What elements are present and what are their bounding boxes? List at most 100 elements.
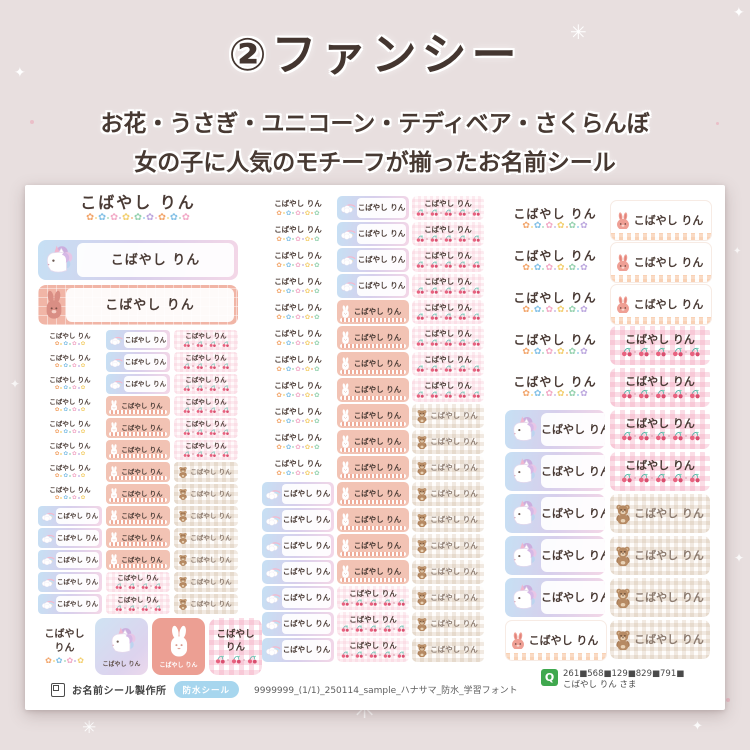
flower-icon: ✿ (86, 212, 95, 223)
dot (454, 263, 456, 266)
flower-icon: ✿ (285, 442, 292, 451)
flower-icon: ✿ (314, 468, 320, 477)
flower-icon: ✿ (181, 212, 190, 223)
dot (218, 453, 220, 456)
sticker-name-text: こばやし りん (357, 229, 406, 239)
sticker-rabbit: こばやし りん (337, 378, 409, 402)
cherry-row (621, 473, 700, 483)
dot (365, 601, 367, 604)
dot (52, 659, 55, 662)
sticker-name-text: こばやし りん (56, 555, 99, 564)
sticker-name-text: こばやし りん (121, 445, 163, 454)
cherry-icon (183, 385, 190, 392)
dot (577, 225, 580, 228)
flower-icon: ✿ (54, 450, 60, 457)
sticker-name-text: こばやし りん (541, 423, 605, 436)
dot (60, 387, 63, 390)
teddy-bear-icon (417, 409, 427, 424)
sticker-inner: こばやし りん (66, 288, 234, 322)
flower-icon: ✿ (77, 655, 84, 665)
sticker-name-text: こばやし りん (105, 297, 195, 313)
sticker-rabbit: こばやし りん (337, 456, 409, 480)
cherry-row (341, 651, 405, 658)
dot (684, 350, 687, 353)
sticker-rabbit: こばやし りん (337, 508, 409, 532)
dot (633, 392, 636, 395)
sticker-inner: こばやし りん (357, 250, 406, 270)
sparkle-icon: ✦ (733, 5, 745, 21)
dot (292, 263, 295, 266)
sticker-inner: こばやし りん (282, 510, 331, 530)
sticker-name-header: こばやし りん ✿ ✿ ✿ ✿ ✿ ✿ ✿ ✿ ✿ (38, 195, 238, 223)
sticker-rabbit: こばやし りん (106, 528, 170, 548)
cherry-icon (183, 407, 190, 414)
dot (426, 393, 428, 396)
flower-icon: ✿ (72, 406, 77, 413)
dot (282, 289, 285, 292)
dot (74, 659, 77, 662)
cherry-icon (128, 583, 135, 590)
sticker-flower: こばやし りん ✿ ✿ ✿ ✿ ✿ ✿ (505, 200, 605, 239)
dot (633, 350, 636, 353)
dot (282, 471, 285, 474)
flower-icon: ✿ (580, 263, 588, 273)
cherry-icon (672, 347, 683, 357)
flower-row: ✿ ✿ ✿ ✿ ✿ (276, 416, 319, 425)
dot (77, 453, 80, 456)
dot (440, 367, 442, 370)
sticker-name-text: こばやし りん (282, 645, 331, 655)
dot (684, 434, 687, 437)
flower-row: ✿ ✿ ✿ ✿ (54, 472, 86, 480)
cherry-icon (183, 341, 190, 348)
flower-row: ✿ ✿ ✿ ✿ ✿ (276, 286, 319, 295)
sparkle-icon: ✦ (733, 246, 742, 257)
sticker-name-text: こばやし りん (430, 437, 478, 447)
flower-icon: ✿ (54, 494, 60, 501)
flower-icon: ✿ (80, 472, 86, 479)
page-title: ②ファンシー (228, 28, 522, 81)
sticker-name-text: こばやし りん (633, 214, 704, 227)
dot (150, 585, 152, 588)
flower-icon: ✿ (304, 416, 311, 425)
flower-icon: ✿ (134, 212, 142, 223)
sticker-teddy: こばやし りん (412, 404, 484, 428)
dot (440, 289, 442, 292)
rainbow-cloud-icon (42, 535, 55, 543)
cherry-row (416, 287, 480, 294)
cherry-icon (196, 363, 203, 370)
teddy-bear-icon (616, 546, 630, 567)
sticker-name-text: こばやし りん (282, 619, 331, 629)
flower-icon: ✿ (304, 260, 311, 269)
flower-icon: ✿ (295, 312, 301, 321)
rainbow-cloud-icon (341, 282, 356, 292)
flower-icon: ✿ (545, 263, 553, 273)
sticker-teddy: こばやし りん (174, 506, 238, 526)
cherry-row (621, 389, 700, 399)
cherry-icon (472, 235, 480, 242)
flower-icon: ✿ (63, 494, 68, 501)
sticker-teddy: こばやし りん (412, 482, 484, 506)
sticker-flower: こばやし りん ✿ ✿ ✿ ✿ ✿ (262, 378, 334, 402)
rabbit-icon (342, 331, 349, 345)
dot (454, 341, 456, 344)
sticker-cherry: こばやし りん (174, 418, 238, 438)
dot (454, 367, 456, 370)
flower-icon: ✿ (304, 442, 311, 451)
rainbow-cloud-icon (341, 256, 356, 266)
sticker-inner: こばやし りん (56, 574, 99, 590)
dot (137, 585, 139, 588)
sticker-name-text: こばやし りん (282, 489, 331, 499)
sticker-cherry: こばやし りん (106, 572, 170, 592)
rainbow-cloud-icon (42, 513, 55, 521)
rainbow-cloud-icon (266, 490, 281, 500)
sticker-teddy: こばやし りん (412, 612, 484, 636)
flower-icon: ✿ (285, 286, 292, 295)
flower-icon: ✿ (54, 472, 60, 479)
flower-icon: ✿ (122, 212, 131, 223)
cherry-icon (458, 287, 466, 294)
subtitle-line-1: お花・うさぎ・ユニコーン・テディベア・さくらんぼ (100, 111, 650, 137)
dot (454, 393, 456, 396)
dot (311, 315, 314, 318)
sticker-name-text: こばやし りん (56, 599, 99, 608)
sticker-name-text: こばやし りん (185, 419, 227, 428)
